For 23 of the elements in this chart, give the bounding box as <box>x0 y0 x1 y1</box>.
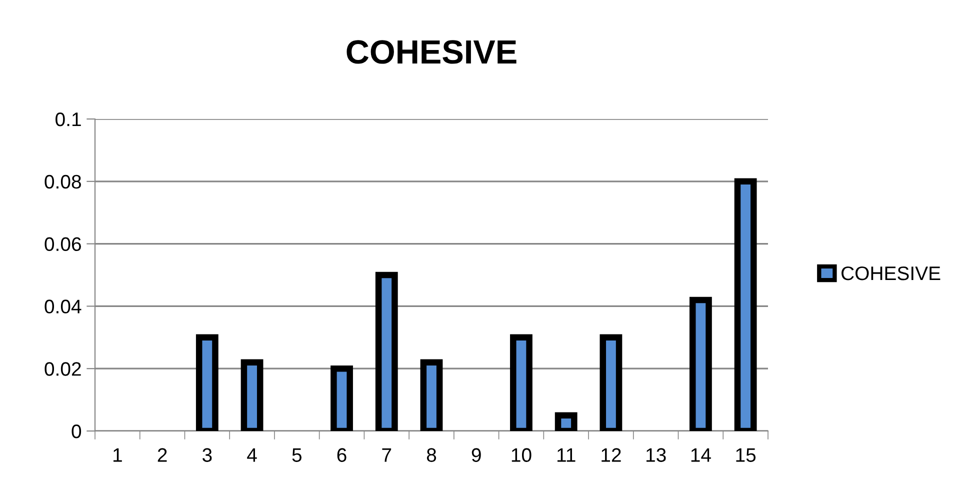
x-tick-label: 7 <box>382 448 392 462</box>
x-tick-label: 14 <box>691 448 711 462</box>
x-tick-label: 2 <box>158 448 167 462</box>
x-tick-label: 1 <box>114 448 122 462</box>
x-tick-label: 13 <box>646 448 666 462</box>
x-tick-label: 4 <box>247 448 257 462</box>
y-tick-label: 0 <box>72 424 82 438</box>
y-tick-label: 0.02 <box>44 362 81 376</box>
x-tick-label: 3 <box>202 448 212 462</box>
x-tick-label: 11 <box>557 448 576 462</box>
x-tick-label: 5 <box>292 448 302 462</box>
legend-label: COHESIVE <box>842 266 940 280</box>
x-tick-label: 15 <box>736 448 756 462</box>
y-tick-label: 0.08 <box>44 174 81 189</box>
x-tick-label: 9 <box>472 448 481 462</box>
x-tick-label: 8 <box>426 448 436 462</box>
chart-title: COHESIVE <box>346 40 516 64</box>
y-tick-label: 0.04 <box>44 300 82 314</box>
y-tick-label: 0.1 <box>56 112 81 126</box>
y-tick-label: 0.06 <box>44 237 81 252</box>
x-tick-label: 6 <box>337 448 346 462</box>
x-tick-label: 12 <box>602 448 621 462</box>
x-tick-label: 10 <box>512 448 532 462</box>
